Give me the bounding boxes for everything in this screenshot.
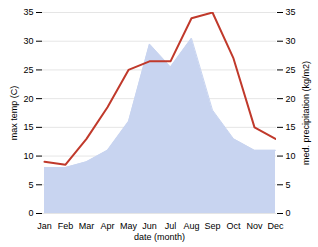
svg-text:25: 25 bbox=[23, 65, 33, 75]
svg-text:Sep: Sep bbox=[204, 221, 220, 231]
svg-text:Oct: Oct bbox=[226, 221, 241, 231]
svg-text:Mar: Mar bbox=[79, 221, 95, 231]
svg-text:Jun: Jun bbox=[142, 221, 157, 231]
svg-text:30: 30 bbox=[286, 36, 296, 46]
svg-text:Jan: Jan bbox=[37, 221, 52, 231]
svg-text:0: 0 bbox=[28, 208, 33, 218]
svg-text:Nov: Nov bbox=[246, 221, 263, 231]
svg-text:May: May bbox=[120, 221, 138, 231]
svg-text:Jul: Jul bbox=[165, 221, 177, 231]
svg-text:Feb: Feb bbox=[58, 221, 74, 231]
svg-text:Apr: Apr bbox=[100, 221, 114, 231]
svg-text:20: 20 bbox=[23, 94, 33, 104]
svg-text:35: 35 bbox=[286, 7, 296, 17]
svg-text:25: 25 bbox=[286, 65, 296, 75]
svg-text:Dec: Dec bbox=[267, 221, 284, 231]
svg-text:0: 0 bbox=[286, 208, 291, 218]
svg-text:15: 15 bbox=[23, 122, 33, 132]
svg-text:med. precipitation (kg/m2): med. precipitation (kg/m2) bbox=[301, 61, 311, 165]
svg-text:10: 10 bbox=[23, 151, 33, 161]
svg-text:date (month): date (month) bbox=[134, 232, 185, 242]
svg-text:30: 30 bbox=[23, 36, 33, 46]
svg-text:max temp (C): max temp (C) bbox=[9, 86, 19, 141]
svg-text:35: 35 bbox=[23, 7, 33, 17]
svg-text:15: 15 bbox=[286, 122, 296, 132]
svg-text:5: 5 bbox=[28, 180, 33, 190]
svg-text:5: 5 bbox=[286, 180, 291, 190]
svg-text:20: 20 bbox=[286, 94, 296, 104]
svg-text:10: 10 bbox=[286, 151, 296, 161]
svg-text:Aug: Aug bbox=[183, 221, 199, 231]
